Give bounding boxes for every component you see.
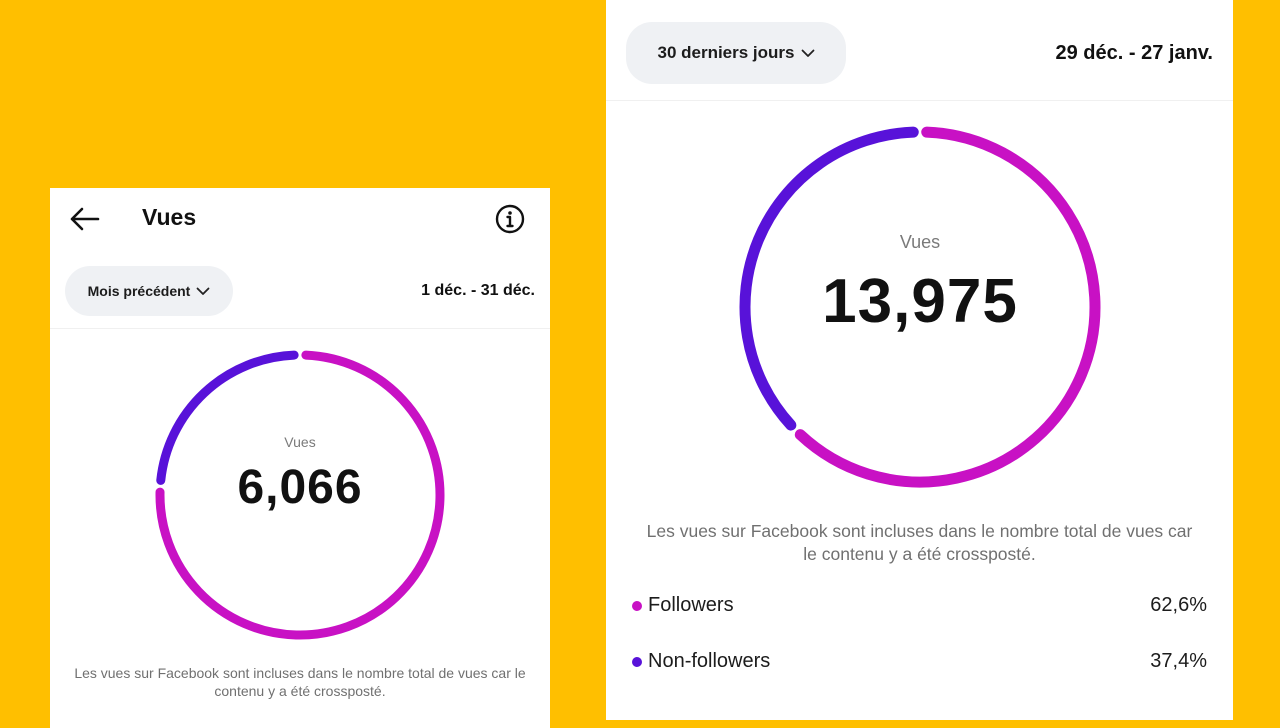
legend-item-non-followers: Non-followers 37,4% xyxy=(606,648,1233,678)
crosspost-note: Les vues sur Facebook sont incluses dans… xyxy=(74,665,526,700)
legend-percent: 62,6% xyxy=(1150,594,1207,616)
views-label: Vues xyxy=(899,232,941,252)
non-followers-arc xyxy=(156,350,299,485)
legend-label: Followers xyxy=(648,594,734,616)
legend-label: Non-followers xyxy=(648,650,771,672)
divider xyxy=(50,328,550,329)
legend-percent: 37,4% xyxy=(1150,650,1207,672)
header: Vues xyxy=(50,188,550,250)
views-label: Vues xyxy=(284,434,316,450)
date-range: 29 déc. - 27 janv. xyxy=(1055,42,1214,64)
followers-arc xyxy=(155,350,445,640)
views-donut-chart xyxy=(739,126,1101,488)
page-title: Vues xyxy=(142,204,197,230)
period-dropdown-label: 30 derniers jours xyxy=(657,43,795,62)
chevron-down-icon xyxy=(801,49,814,57)
views-panel-previous-month: Vues Mois précédent 1 déc. - 31 déc. Vue… xyxy=(50,188,550,728)
period-dropdown[interactable]: 30 derniers jours xyxy=(626,22,846,84)
divider xyxy=(606,100,1233,101)
info-icon[interactable] xyxy=(494,203,526,235)
chevron-down-icon xyxy=(196,287,210,295)
back-arrow-icon[interactable] xyxy=(68,206,100,232)
followers-dot xyxy=(632,601,642,611)
non-followers-arc xyxy=(739,126,919,431)
crosspost-note: Les vues sur Facebook sont incluses dans… xyxy=(646,521,1193,564)
views-panel-last-30-days: 30 derniers jours 29 déc. - 27 janv. Vue… xyxy=(606,0,1233,720)
followers-arc xyxy=(794,126,1101,488)
views-total: 6,066 xyxy=(237,461,363,514)
non-followers-dot xyxy=(632,657,642,667)
period-dropdown-label: Mois précédent xyxy=(87,283,191,299)
views-total: 13,975 xyxy=(822,267,1018,336)
views-donut-chart xyxy=(155,350,445,640)
period-dropdown[interactable]: Mois précédent xyxy=(65,266,233,316)
legend-item-followers: Followers 62,6% xyxy=(606,592,1233,622)
date-range: 1 déc. - 31 déc. xyxy=(421,282,535,299)
